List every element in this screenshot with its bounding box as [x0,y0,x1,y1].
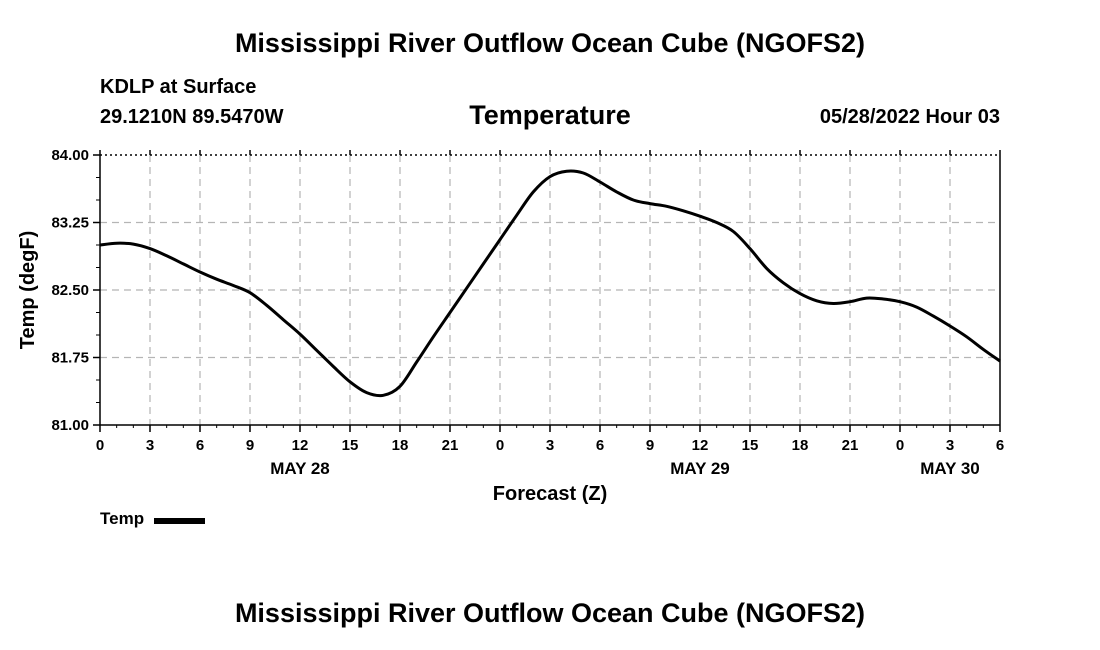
x-tick-label: 12 [692,437,709,454]
x-tick-label: 6 [596,437,604,454]
axes [93,150,1001,432]
x-tick-label: 9 [646,437,654,454]
x-tick-label: 6 [196,437,204,454]
x-tick-label: 3 [146,437,154,454]
tick-labels: 0 3 6 9 12 15 18 21 0 3 6 9 12 15 18 21 0 3 6 81.00 81.75 82.… [51,147,1004,478]
series-line-temp [99,169,1001,398]
x-tick-label: 12 [292,437,309,454]
x-tick-label: 21 [442,437,459,454]
y-tick-label: 84.00 [51,147,89,164]
x-tick-label: 0 [896,437,904,454]
x-tick-label: 0 [96,437,104,454]
x-tick-label: 6 [996,437,1004,454]
footer-title: Mississippi River Outflow Ocean Cube (NG… [234,598,866,628]
x-tick-label: 3 [946,437,954,454]
y-tick-label: 82.50 [51,282,89,299]
station-label: KDLP at Surface [100,76,257,98]
legend: Temp [100,509,206,529]
date-label: 05/28/2022 Hour 03 [819,106,1000,128]
date-label: MAY 29 [670,459,730,478]
x-tick-label: 0 [496,437,504,454]
legend-swatch-temp [154,517,206,524]
chart-title: Temperature [469,100,631,130]
x-tick-label: 21 [842,437,859,454]
x-tick-label: 15 [742,437,759,454]
date-label: MAY 30 [920,459,980,478]
x-tick-label: 18 [792,437,809,454]
x-tick-label: 15 [342,437,359,454]
grid [100,155,1000,425]
coordinates-label: 29.1210N 89.5470W [100,106,284,128]
x-tick-label: 18 [392,437,409,454]
main-title: Mississippi River Outflow Ocean Cube (NG… [234,28,866,58]
legend-label-temp: Temp [100,509,145,528]
y-tick-label: 81.00 [51,417,89,434]
date-label: MAY 28 [270,459,330,478]
series-layer [99,169,1001,398]
y-tick-label: 81.75 [51,350,89,367]
x-tick-label: 3 [546,437,554,454]
y-axis-label: Temp (degF) [17,231,39,350]
y-tick-label: 83.25 [51,215,89,232]
x-tick-label: 9 [246,437,254,454]
x-axis-label: Forecast (Z) [493,483,607,505]
